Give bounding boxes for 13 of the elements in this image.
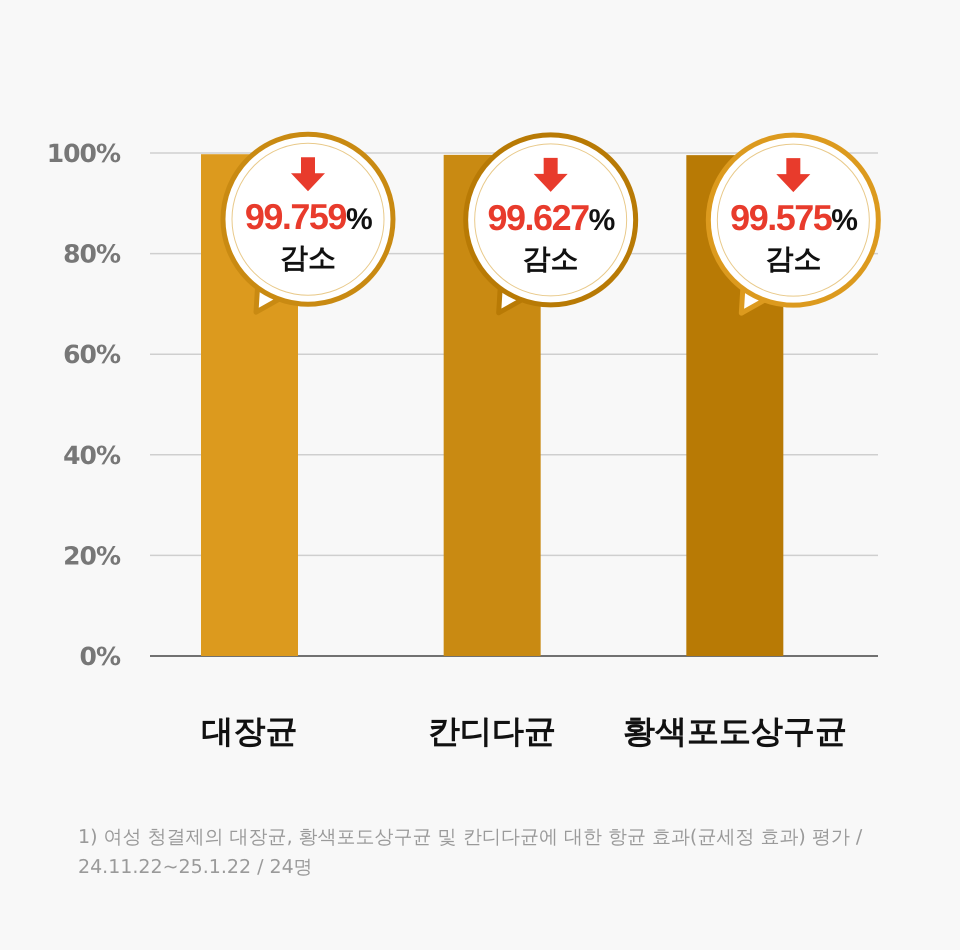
y-tick-label: 20%: [63, 541, 121, 570]
data-label: 99.627% 감소: [488, 196, 615, 275]
data-label: 99.575% 감소: [730, 197, 858, 276]
y-tick-label: 0%: [80, 642, 121, 671]
text: 1) 여성 청결제의 대장균, 황색포도상구균 및 칸디다균에 대한 항균 효과(균세정 효과) 평가 / 24.11.22~25.1.22 / 24명: [78, 825, 864, 880]
x-tick-label: 황색포도상구균: [622, 712, 847, 750]
y-tick-label: 80%: [63, 240, 121, 269]
y-tick-label: 60%: [63, 340, 121, 370]
y-tick-label: 100%: [46, 139, 121, 168]
y-tick-label: 40%: [63, 440, 121, 470]
data-label: 99.759% 감소: [244, 196, 372, 274]
x-tick-label: 대장균: [201, 712, 298, 750]
x-tick-label: 칸디다균: [428, 712, 556, 750]
